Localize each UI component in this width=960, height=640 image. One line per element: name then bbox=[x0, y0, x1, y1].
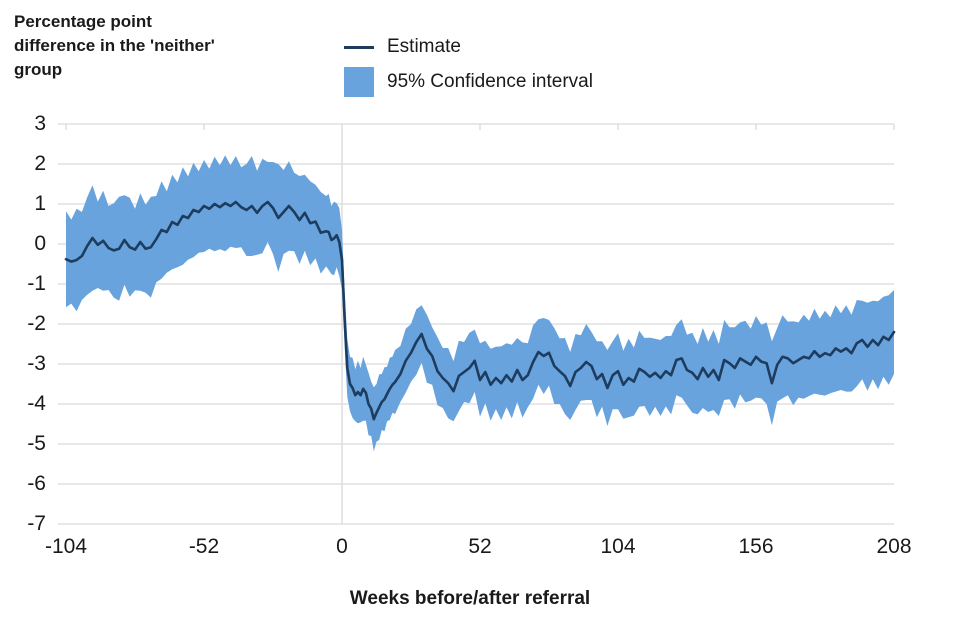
legend-label-estimate: Estimate bbox=[387, 36, 461, 57]
y-axis-tick-label: -3 bbox=[27, 352, 46, 375]
estimate-line bbox=[64, 200, 896, 421]
legend-item-estimate: Estimate bbox=[344, 36, 593, 58]
y-axis-tick-label: -5 bbox=[27, 432, 46, 455]
x-axis-tick-label: 104 bbox=[600, 535, 636, 558]
confidence-interval-band bbox=[66, 155, 894, 452]
x-axis-tick-label: 208 bbox=[876, 535, 912, 558]
x-axis-tick-label: 0 bbox=[336, 535, 348, 558]
y-axis-tick-label: -7 bbox=[27, 512, 46, 535]
y-axis-tick-label: 1 bbox=[34, 192, 46, 215]
estimate-line-swatch bbox=[344, 45, 374, 49]
x-axis-title: Weeks before/after referral bbox=[349, 588, 591, 609]
y-axis-tick-label: -2 bbox=[27, 312, 46, 335]
y-axis-tick-label: -1 bbox=[27, 272, 46, 295]
x-axis-tick-label: 156 bbox=[738, 535, 774, 558]
y-axis-tick-label: -4 bbox=[27, 392, 46, 415]
x-axis-tick-label: -52 bbox=[188, 535, 220, 558]
x-axis-tick-label: -104 bbox=[44, 535, 88, 558]
confidence-interval-swatch bbox=[344, 67, 374, 97]
chart-title: Percentage point difference in the 'neit… bbox=[14, 12, 215, 79]
legend-item-confidence-interval: 95% Confidence interval bbox=[344, 67, 593, 97]
legend-label-confidence-interval: 95% Confidence interval bbox=[387, 71, 593, 92]
y-axis-tick-label: -6 bbox=[27, 472, 46, 495]
x-axis-tick-label: 52 bbox=[468, 535, 492, 558]
y-axis-tick-label: 2 bbox=[34, 152, 46, 175]
y-axis-tick-label: 3 bbox=[34, 112, 46, 135]
y-axis-tick-label: 0 bbox=[34, 232, 46, 255]
legend: Estimate 95% Confidence interval bbox=[344, 36, 593, 106]
